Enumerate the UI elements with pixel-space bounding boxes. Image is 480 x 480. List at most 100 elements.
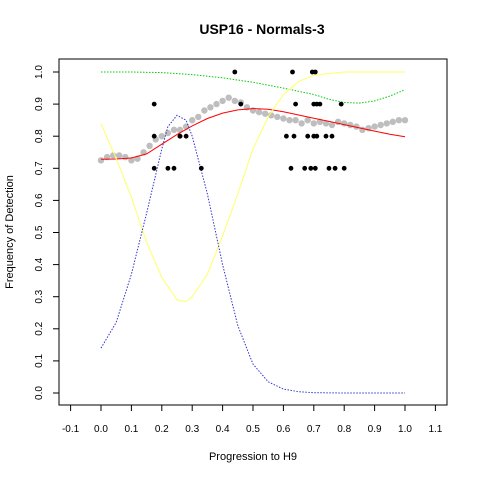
x-tick-label: 0.3 xyxy=(185,424,199,435)
smoothed-point xyxy=(213,100,220,108)
smoothed-point xyxy=(304,117,311,124)
smoothed-point xyxy=(280,115,287,122)
data-point xyxy=(338,101,344,107)
data-point xyxy=(151,101,157,107)
series-line-4 xyxy=(100,71,405,303)
smoothed-point xyxy=(310,120,317,127)
data-point xyxy=(238,101,244,107)
smoothed-point xyxy=(298,120,305,127)
data-point xyxy=(151,133,157,139)
x-tick-label: 0.0 xyxy=(94,424,108,435)
data-point xyxy=(198,165,204,171)
smoothed-point xyxy=(292,117,299,124)
x-tick-label: 0.6 xyxy=(276,424,290,435)
x-tick-label: 0.5 xyxy=(246,424,260,435)
smoothed-point xyxy=(164,129,172,137)
smoothed-point xyxy=(371,123,378,130)
smoothed-point xyxy=(225,94,232,101)
data-point xyxy=(329,133,335,139)
y-axis: 0.0 0.1 0.2 0.3 0.4 0.5 0.6 0.7 0.8 0.9 1.0 xyxy=(34,65,60,400)
smoothed-point xyxy=(195,113,202,121)
data-point xyxy=(312,69,318,75)
x-tick-label: 0.2 xyxy=(155,424,169,435)
y-tick-label: 0.7 xyxy=(34,161,45,175)
smoothed-point xyxy=(146,142,153,149)
x-tick-label: 0.1 xyxy=(124,424,138,435)
data-point xyxy=(177,133,183,139)
data-point xyxy=(284,133,289,139)
smoothed-point xyxy=(201,107,208,114)
smoothed-point xyxy=(128,157,135,164)
x-tick-label: 0.7 xyxy=(307,424,321,435)
data-point xyxy=(317,101,323,107)
smoothed-point xyxy=(231,97,238,105)
y-tick-label: 0.0 xyxy=(34,386,45,400)
smoothed-point xyxy=(122,153,129,161)
data-point xyxy=(323,133,329,139)
x-tick-label: -0.1 xyxy=(62,424,80,435)
x-axis: -0.1 0.0 0.1 0.2 0.3 0.4 0.5 0.6 0.7 0.8 0.9 1.0 1.1 xyxy=(62,404,443,435)
data-point xyxy=(232,69,238,75)
data-point xyxy=(171,165,177,171)
data-point xyxy=(183,133,189,139)
smoothed-point xyxy=(389,118,396,126)
data-point xyxy=(293,101,298,107)
smoothed-point xyxy=(353,123,360,130)
smoothed-point xyxy=(274,113,281,121)
x-tick-label: 0.9 xyxy=(368,424,382,435)
smoothed-point xyxy=(170,126,178,133)
y-tick-label: 1.0 xyxy=(34,65,45,79)
smoothed-point xyxy=(110,152,117,159)
y-tick-label: 0.5 xyxy=(34,225,45,239)
smoothed-point xyxy=(207,104,214,111)
y-tick-label: 0.6 xyxy=(34,193,45,207)
smoothed-point xyxy=(341,120,348,127)
smoothed-point xyxy=(322,120,330,127)
smoothed-point xyxy=(219,97,226,105)
smoothed-point xyxy=(158,133,165,140)
smoothed-point xyxy=(116,152,123,159)
smoothed-point xyxy=(189,117,196,124)
smoothed-point xyxy=(255,108,263,116)
series-layer xyxy=(97,69,409,394)
x-tick-label: 0.4 xyxy=(216,424,230,435)
data-point xyxy=(341,165,347,171)
smoothed-point xyxy=(268,112,275,119)
y-tick-label: 0.2 xyxy=(34,321,45,335)
smoothed-point xyxy=(395,117,403,124)
x-tick-label: 1.0 xyxy=(398,424,412,435)
y-tick-label: 0.1 xyxy=(34,354,45,368)
x-tick-label: 0.8 xyxy=(337,424,351,435)
y-axis-label: Frequency of Detection xyxy=(4,175,16,289)
series-line-2 xyxy=(100,108,406,160)
data-point xyxy=(312,165,318,171)
data-point xyxy=(308,165,314,171)
y-tick-label: 0.3 xyxy=(34,289,45,303)
data-point xyxy=(314,133,320,139)
chart-title: USP16 - Normals-3 xyxy=(199,21,324,37)
data-point xyxy=(290,69,295,75)
data-point xyxy=(305,133,311,139)
y-tick-label: 0.8 xyxy=(34,129,45,143)
data-point xyxy=(165,165,171,171)
smoothed-point xyxy=(286,117,293,124)
data-point xyxy=(288,165,294,171)
smoothed-point xyxy=(262,110,269,117)
data-point xyxy=(291,133,297,139)
data-point xyxy=(302,165,308,171)
smoothed-point xyxy=(377,121,384,129)
data-point xyxy=(326,165,332,171)
series-line-3 xyxy=(101,71,406,104)
x-axis-label: Progression to H9 xyxy=(209,451,297,463)
smoothed-point xyxy=(401,117,409,124)
y-tick-label: 0.9 xyxy=(34,97,45,111)
y-tick-label: 0.4 xyxy=(34,257,45,271)
smoothed-point xyxy=(383,120,390,127)
x-tick-label: 1.1 xyxy=(428,424,442,435)
smoothed-point xyxy=(328,121,336,129)
data-point xyxy=(151,165,157,171)
series-line-5 xyxy=(100,114,405,394)
smoothed-point xyxy=(97,157,105,164)
data-point xyxy=(332,165,338,171)
